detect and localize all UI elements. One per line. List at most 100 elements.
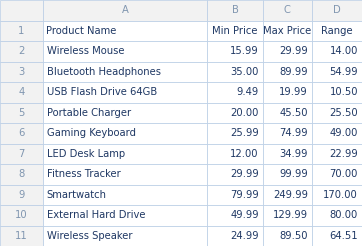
Text: Fitness Tracker: Fitness Tracker bbox=[47, 169, 121, 179]
Bar bbox=[0, 41, 43, 62]
Text: 1: 1 bbox=[18, 26, 25, 36]
Bar bbox=[43, 20, 207, 41]
Text: Range: Range bbox=[321, 26, 353, 36]
Bar bbox=[207, 103, 263, 123]
Bar bbox=[207, 123, 263, 143]
Text: 7: 7 bbox=[18, 149, 25, 159]
Text: 170.00: 170.00 bbox=[323, 190, 358, 200]
Text: 79.99: 79.99 bbox=[230, 190, 259, 200]
Bar bbox=[0, 164, 43, 184]
Bar bbox=[0, 62, 43, 82]
Bar bbox=[207, 41, 263, 62]
Bar bbox=[43, 184, 207, 205]
Text: 64.51: 64.51 bbox=[329, 231, 358, 241]
Text: 5: 5 bbox=[18, 108, 25, 118]
Text: 9.49: 9.49 bbox=[236, 87, 259, 97]
Bar bbox=[43, 0, 207, 20]
Bar bbox=[207, 143, 263, 164]
Text: Wireless Speaker: Wireless Speaker bbox=[47, 231, 132, 241]
Text: A: A bbox=[122, 5, 128, 15]
Bar bbox=[0, 20, 43, 41]
Text: 80.00: 80.00 bbox=[330, 210, 358, 220]
Text: 15.99: 15.99 bbox=[230, 46, 259, 56]
Text: 22.99: 22.99 bbox=[329, 149, 358, 159]
Text: 129.99: 129.99 bbox=[273, 210, 308, 220]
Bar bbox=[263, 143, 312, 164]
Text: C: C bbox=[284, 5, 291, 15]
Bar bbox=[43, 103, 207, 123]
Bar bbox=[207, 20, 263, 41]
Bar bbox=[312, 62, 362, 82]
Text: 99.99: 99.99 bbox=[279, 169, 308, 179]
Text: 10.50: 10.50 bbox=[329, 87, 358, 97]
Bar bbox=[207, 184, 263, 205]
Text: 6: 6 bbox=[18, 128, 25, 138]
Text: 25.50: 25.50 bbox=[329, 108, 358, 118]
Bar bbox=[0, 184, 43, 205]
Text: 89.50: 89.50 bbox=[279, 231, 308, 241]
Bar bbox=[0, 143, 43, 164]
Bar bbox=[207, 226, 263, 246]
Bar bbox=[263, 0, 312, 20]
Bar bbox=[263, 62, 312, 82]
Text: 45.50: 45.50 bbox=[279, 108, 308, 118]
Text: Product Name: Product Name bbox=[46, 26, 116, 36]
Bar bbox=[312, 226, 362, 246]
Text: Bluetooth Headphones: Bluetooth Headphones bbox=[47, 67, 161, 77]
Text: USB Flash Drive 64GB: USB Flash Drive 64GB bbox=[47, 87, 157, 97]
Bar bbox=[263, 164, 312, 184]
Bar bbox=[312, 0, 362, 20]
Bar bbox=[263, 226, 312, 246]
Text: 89.99: 89.99 bbox=[279, 67, 308, 77]
Bar bbox=[207, 82, 263, 103]
Bar bbox=[43, 62, 207, 82]
Text: 70.00: 70.00 bbox=[330, 169, 358, 179]
Text: 29.99: 29.99 bbox=[230, 169, 259, 179]
Bar bbox=[263, 184, 312, 205]
Bar bbox=[263, 103, 312, 123]
Bar bbox=[263, 41, 312, 62]
Text: Max Price: Max Price bbox=[263, 26, 312, 36]
Bar bbox=[43, 164, 207, 184]
Bar bbox=[312, 184, 362, 205]
Bar bbox=[207, 0, 263, 20]
Text: 54.99: 54.99 bbox=[329, 67, 358, 77]
Text: B: B bbox=[232, 5, 238, 15]
Text: 19.99: 19.99 bbox=[279, 87, 308, 97]
Text: 8: 8 bbox=[18, 169, 25, 179]
Bar bbox=[263, 205, 312, 226]
Text: Wireless Mouse: Wireless Mouse bbox=[47, 46, 124, 56]
Text: 25.99: 25.99 bbox=[230, 128, 259, 138]
Text: 9: 9 bbox=[18, 190, 25, 200]
Text: Gaming Keyboard: Gaming Keyboard bbox=[47, 128, 136, 138]
Bar bbox=[263, 123, 312, 143]
Text: 11: 11 bbox=[15, 231, 28, 241]
Bar bbox=[0, 226, 43, 246]
Text: 3: 3 bbox=[18, 67, 25, 77]
Bar bbox=[0, 82, 43, 103]
Bar bbox=[207, 62, 263, 82]
Text: 49.99: 49.99 bbox=[230, 210, 259, 220]
Bar bbox=[0, 123, 43, 143]
Bar bbox=[43, 226, 207, 246]
Text: 10: 10 bbox=[15, 210, 28, 220]
Text: 74.99: 74.99 bbox=[279, 128, 308, 138]
Text: 20.00: 20.00 bbox=[231, 108, 259, 118]
Text: LED Desk Lamp: LED Desk Lamp bbox=[47, 149, 125, 159]
Text: 29.99: 29.99 bbox=[279, 46, 308, 56]
Bar bbox=[0, 0, 43, 20]
Bar bbox=[312, 20, 362, 41]
Text: 24.99: 24.99 bbox=[230, 231, 259, 241]
Bar bbox=[312, 205, 362, 226]
Bar bbox=[207, 205, 263, 226]
Text: External Hard Drive: External Hard Drive bbox=[47, 210, 145, 220]
Bar bbox=[207, 164, 263, 184]
Bar bbox=[312, 82, 362, 103]
Text: Smartwatch: Smartwatch bbox=[47, 190, 107, 200]
Text: 12.00: 12.00 bbox=[230, 149, 259, 159]
Bar bbox=[43, 41, 207, 62]
Bar bbox=[312, 143, 362, 164]
Text: 34.99: 34.99 bbox=[279, 149, 308, 159]
Bar bbox=[312, 164, 362, 184]
Text: 49.00: 49.00 bbox=[330, 128, 358, 138]
